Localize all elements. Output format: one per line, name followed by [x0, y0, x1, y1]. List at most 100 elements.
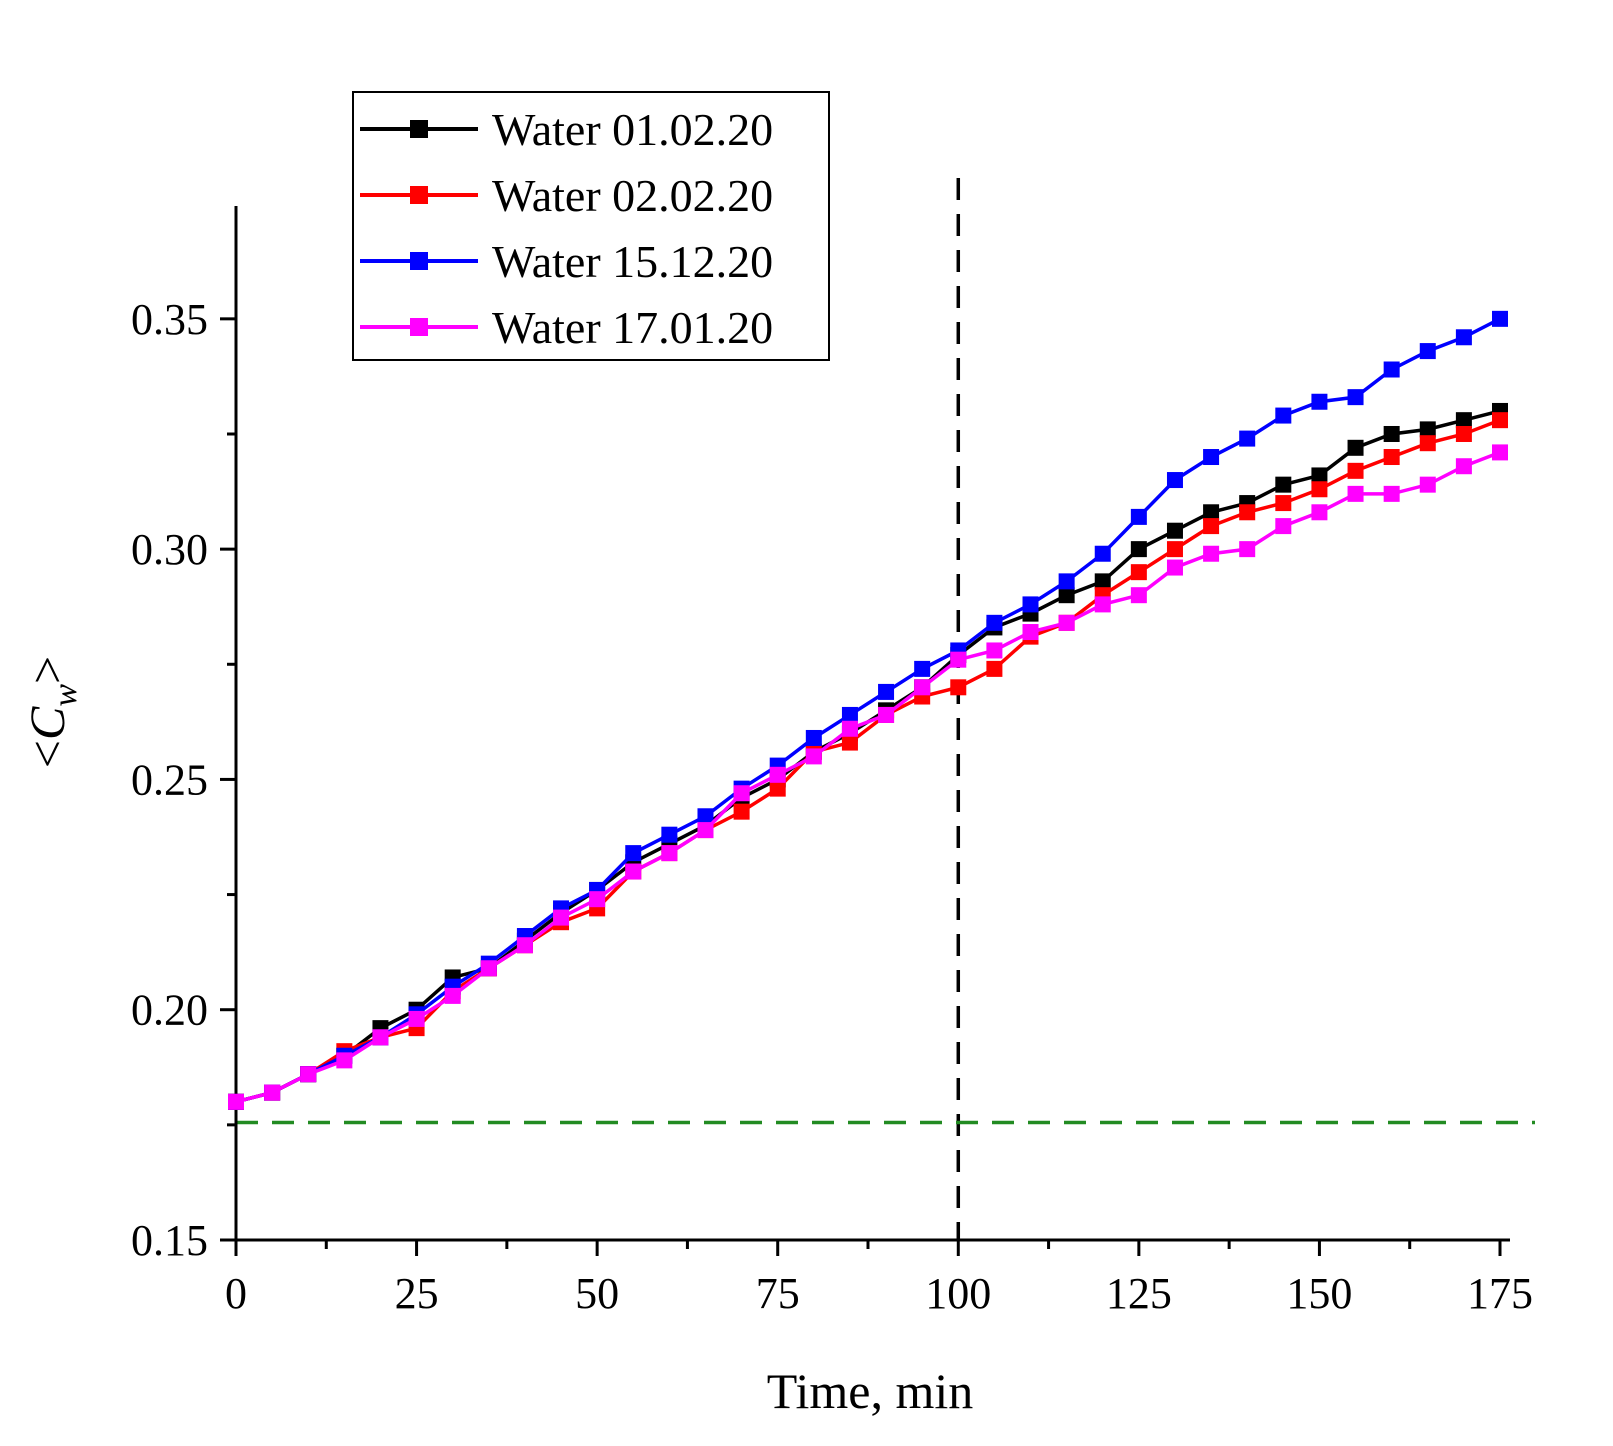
data-point [1130, 541, 1147, 558]
data-point [228, 1093, 244, 1110]
data-point [805, 748, 822, 765]
legend-label: Water 02.02.20 [492, 170, 773, 221]
data-point [1166, 541, 1183, 558]
data-point [1203, 545, 1220, 562]
data-point [1347, 462, 1364, 479]
data-point [372, 1029, 389, 1046]
data-point [1455, 329, 1472, 346]
data-point [1455, 458, 1472, 475]
y-axis-title-open: < [19, 740, 75, 768]
data-point [1311, 481, 1328, 498]
data-point [841, 734, 858, 751]
data-point [1311, 504, 1328, 521]
x-tick-label: 0 [225, 1269, 247, 1318]
data-point [1419, 435, 1436, 452]
data-point [444, 987, 461, 1004]
data-point [733, 785, 750, 802]
data-point [1203, 518, 1220, 535]
data-point [1347, 389, 1364, 406]
data-point [986, 660, 1003, 677]
x-tick-label: 25 [395, 1269, 439, 1318]
data-point [661, 845, 678, 862]
data-point [1166, 472, 1183, 489]
legend-item: Water 15.12.20 [360, 236, 773, 287]
data-point [1492, 444, 1508, 461]
legend-marker [410, 318, 428, 336]
data-point [553, 909, 570, 926]
y-tick-label: 0.20 [131, 986, 208, 1035]
data-point [1275, 407, 1292, 424]
y-axis-title-main: C [19, 706, 75, 740]
series-layer [228, 310, 1508, 1110]
data-point [336, 1052, 353, 1069]
data-point [1455, 412, 1472, 429]
series-3 [228, 310, 1508, 1110]
data-point [1419, 343, 1436, 360]
legend-items: Water 01.02.20 Water 02.02.20 Water 15.12.… [360, 104, 773, 353]
data-point [1130, 587, 1147, 604]
data-point [1058, 587, 1075, 604]
data-point [1239, 504, 1256, 521]
series-line [235, 317, 1501, 1104]
data-point [625, 845, 642, 862]
data-point [1130, 508, 1147, 525]
data-point [1311, 393, 1328, 410]
legend-box [352, 91, 830, 361]
data-point [697, 822, 714, 839]
data-point [408, 1010, 425, 1027]
data-point [805, 729, 822, 746]
data-point [625, 863, 642, 880]
data-point [1492, 412, 1508, 429]
data-point [841, 720, 858, 737]
data-point [1455, 425, 1472, 442]
data-point [986, 642, 1003, 659]
data-point [1203, 504, 1220, 521]
data-point [661, 826, 678, 843]
data-point [1166, 522, 1183, 539]
x-tick-label: 100 [925, 1269, 991, 1318]
x-tick-label: 150 [1286, 1269, 1352, 1318]
data-point [1275, 476, 1292, 493]
data-point [1239, 541, 1256, 558]
data-point [769, 766, 786, 783]
y-tick-label: 0.25 [131, 755, 208, 804]
series-4 [228, 444, 1508, 1110]
legend-label: Water 15.12.20 [492, 236, 773, 287]
data-point [1094, 596, 1111, 613]
data-point [986, 614, 1003, 631]
axes: 0 25 50 75 100 125 150 175 0.15 0.20 0.25 0.30 0.35 [131, 206, 1533, 1318]
data-point [697, 808, 714, 825]
data-point [914, 660, 931, 677]
data-point [1383, 485, 1400, 502]
legend-marker [410, 186, 428, 204]
data-point [1347, 439, 1364, 456]
data-point [1383, 449, 1400, 466]
y-tick-label: 0.15 [131, 1216, 208, 1265]
y-tick-label: 0.30 [131, 525, 208, 574]
data-point [300, 1066, 317, 1083]
y-tick-label: 0.35 [131, 295, 208, 344]
data-point [878, 683, 895, 700]
data-point [1275, 495, 1292, 512]
series-line [235, 450, 1501, 1104]
data-point [1492, 310, 1508, 327]
data-point [914, 679, 931, 696]
data-point [1419, 421, 1436, 438]
data-point [1022, 624, 1039, 641]
x-tick-label: 175 [1467, 1269, 1533, 1318]
x-tick-label: 50 [575, 1269, 619, 1318]
data-point [1203, 449, 1220, 466]
data-point [516, 937, 533, 954]
y-axis-title-sub: w [47, 684, 84, 707]
data-point [1058, 614, 1075, 631]
legend-item: Water 01.02.20 [360, 104, 773, 155]
data-point [1094, 573, 1111, 590]
data-point [264, 1084, 281, 1101]
data-point [878, 706, 895, 723]
legend: Water 01.02.20 Water 02.02.20 Water 15.12.… [352, 91, 830, 361]
data-point [1383, 361, 1400, 378]
y-axis-title-close: > [19, 656, 75, 684]
data-point [1130, 564, 1147, 581]
x-axis-title: Time, min [767, 1363, 974, 1419]
